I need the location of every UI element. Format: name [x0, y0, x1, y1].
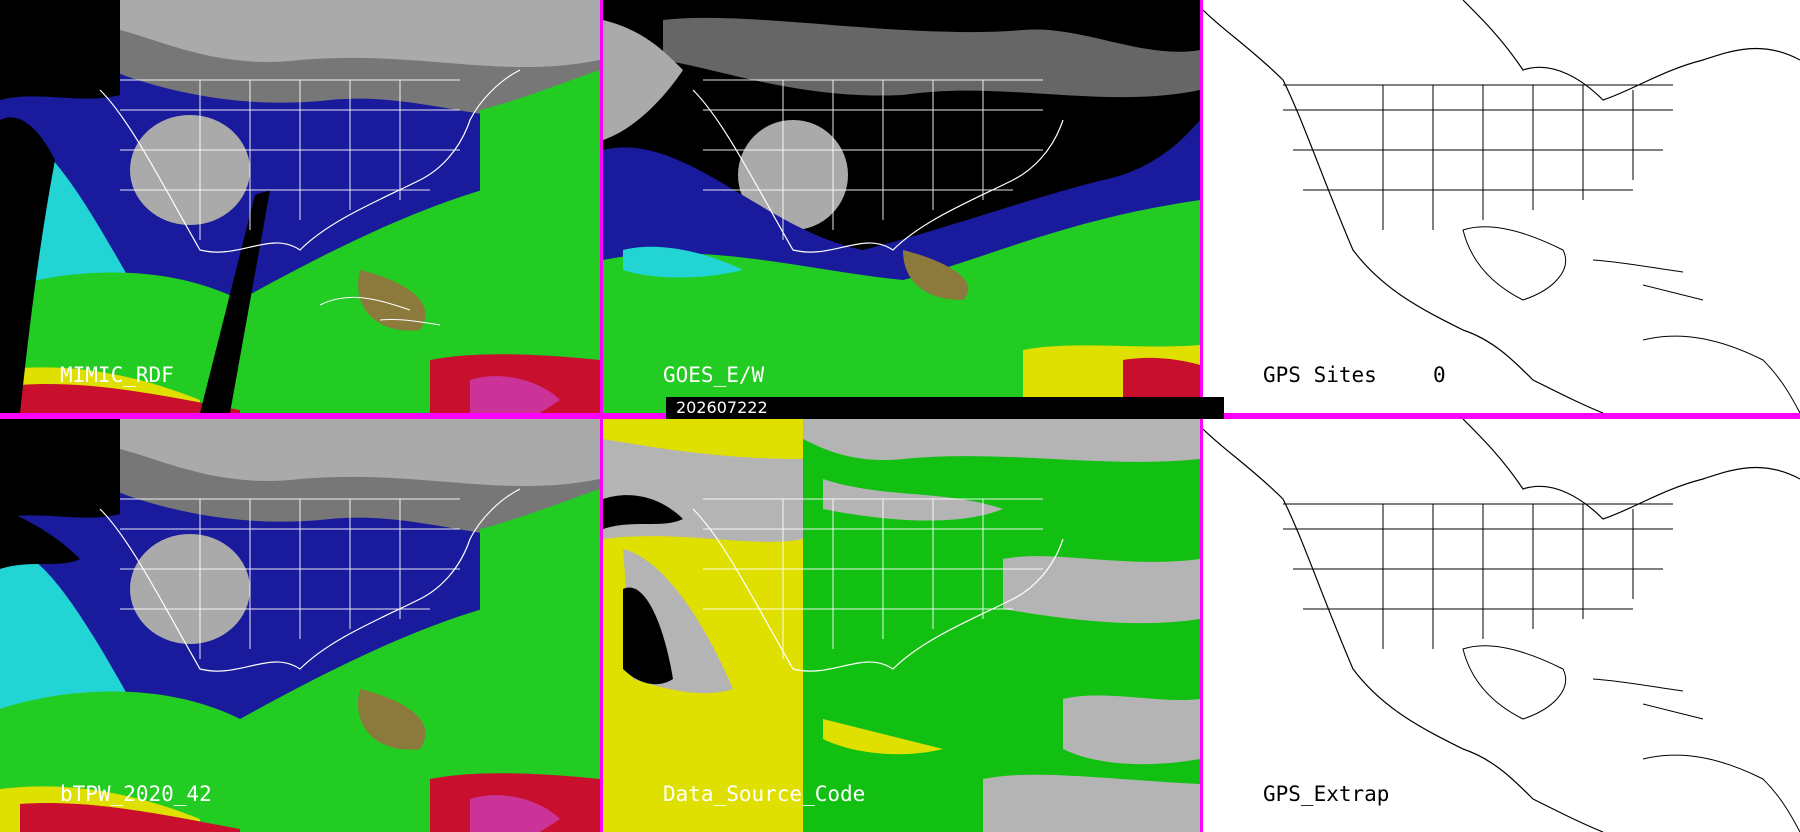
gps-sites-map — [1203, 0, 1800, 413]
divider-vertical-left — [600, 0, 603, 832]
panel-data-source-code[interactable]: Data_Source_Code — [603, 419, 1200, 832]
btpw-map — [0, 419, 600, 832]
panel-gps-sites[interactable]: GPS Sites 0 — [1203, 0, 1800, 413]
panel-gps-extrap[interactable]: GPS_Extrap — [1203, 419, 1800, 832]
data-source-map — [603, 419, 1200, 832]
panel-label: GOES_E/W — [663, 363, 765, 387]
timestamp-banner: 202607222 — [666, 397, 1224, 419]
panel-mimic-rdf[interactable]: MIMIC_RDF — [0, 0, 600, 413]
panel-btpw[interactable]: bTPW_2020_42 — [0, 419, 600, 832]
gps-extrap-map — [1203, 419, 1800, 832]
gps-sites-count: 0 — [1433, 363, 1446, 387]
panel-label: GPS Sites — [1263, 363, 1377, 387]
panel-label: Data_Source_Code — [663, 782, 866, 806]
goes-ew-map — [603, 0, 1200, 413]
panel-label: GPS_Extrap — [1263, 782, 1390, 806]
panel-goes-ew[interactable]: GOES_E/W — [603, 0, 1200, 413]
panel-label: MIMIC_RDF — [60, 363, 174, 387]
mimic-rdf-map — [0, 0, 600, 413]
panel-label: bTPW_2020_42 — [60, 782, 212, 806]
